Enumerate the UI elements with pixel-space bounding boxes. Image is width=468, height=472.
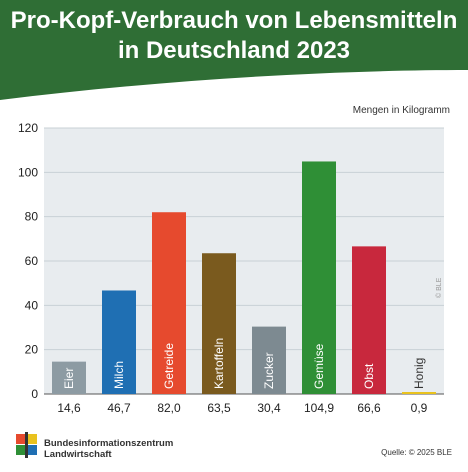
bar-category-label: Honig bbox=[412, 358, 426, 389]
bar-value-label: 14,6 bbox=[57, 401, 81, 415]
ble-logo-icon bbox=[16, 432, 37, 458]
bar-value-label: 104,9 bbox=[304, 401, 334, 415]
bar-milch bbox=[102, 290, 136, 394]
y-tick-label: 20 bbox=[25, 343, 39, 357]
y-tick-label: 120 bbox=[18, 121, 38, 135]
bar-obst bbox=[352, 246, 386, 394]
copyright-note: © BLE bbox=[436, 277, 443, 298]
bar-category-label: Getreide bbox=[162, 343, 176, 389]
bar-category-label: Eier bbox=[62, 368, 76, 389]
bar-value-label: 63,5 bbox=[207, 401, 231, 415]
header-shape bbox=[0, 0, 468, 100]
bar-gemüse bbox=[302, 161, 336, 394]
organization-name: Bundesinformationszentrum Landwirtschaft bbox=[44, 438, 173, 460]
bar-value-label: 66,6 bbox=[357, 401, 381, 415]
bar-eier bbox=[52, 361, 86, 394]
bar-zucker bbox=[252, 326, 286, 394]
y-tick-label: 80 bbox=[25, 210, 39, 224]
y-tick-label: 0 bbox=[31, 387, 38, 401]
source-note: Quelle: © 2025 BLE bbox=[381, 448, 452, 457]
y-tick-label: 100 bbox=[18, 165, 38, 179]
chart-title-line1: Pro-Kopf-Verbrauch von Lebensmitteln bbox=[10, 7, 458, 34]
organization-line2: Landwirtschaft bbox=[44, 449, 112, 460]
y-tick-label: 60 bbox=[25, 254, 39, 268]
bar-getreide bbox=[152, 212, 186, 394]
chart-title: Pro-Kopf-Verbrauch von Lebensmitteln in … bbox=[0, 6, 468, 66]
bar-honig bbox=[402, 392, 436, 394]
bar-category-label: Zucker bbox=[262, 352, 276, 389]
y-tick-label: 40 bbox=[25, 298, 39, 312]
bar-value-label: 46,7 bbox=[107, 401, 131, 415]
bar-category-label: Kartoffeln bbox=[212, 338, 226, 389]
bar-kartoffeln bbox=[202, 253, 236, 394]
bar-category-label: Gemüse bbox=[312, 343, 326, 389]
unit-label: Mengen in Kilogramm bbox=[352, 105, 450, 116]
organization-line1: Bundesinformationszentrum bbox=[44, 438, 174, 449]
header-banner: Pro-Kopf-Verbrauch von Lebensmitteln in … bbox=[0, 0, 468, 100]
chart-title-line2: in Deutschland 2023 bbox=[117, 37, 351, 64]
bar-category-label: Milch bbox=[112, 361, 126, 389]
bar-value-label: 82,0 bbox=[157, 401, 181, 415]
bar-category-label: Obst bbox=[362, 363, 376, 389]
bar-value-label: 30,4 bbox=[257, 401, 281, 415]
bar-value-label: 0,9 bbox=[411, 401, 428, 415]
bar-chart: 0 20 40 60 80 100 120 Eier 14,6 Milch 46,7 Getreide… bbox=[18, 121, 444, 415]
